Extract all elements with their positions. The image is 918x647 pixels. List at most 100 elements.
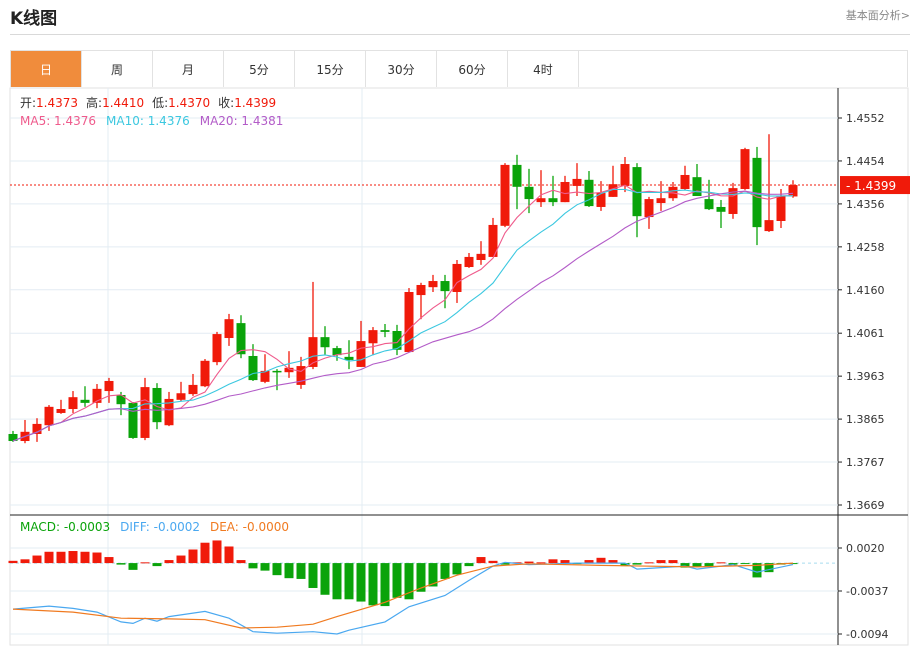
tab-15min[interactable]: 15分 xyxy=(295,51,366,87)
candle xyxy=(572,163,582,197)
candle xyxy=(224,313,234,346)
macd-bar xyxy=(200,542,210,564)
candle-body xyxy=(728,188,738,214)
candle-body xyxy=(428,281,438,288)
candle xyxy=(248,344,258,381)
candle xyxy=(212,331,222,366)
candle xyxy=(488,217,498,257)
high-label: 高: xyxy=(86,95,102,110)
macd-bar xyxy=(176,555,186,564)
candle xyxy=(80,386,90,407)
macd-value: MACD: -0.0003 xyxy=(20,520,110,534)
candle xyxy=(608,165,618,197)
macd-bar xyxy=(716,562,726,564)
candle xyxy=(752,146,762,246)
candle xyxy=(656,181,666,211)
candle xyxy=(344,340,354,370)
chart-frame xyxy=(9,87,909,646)
macd-bar xyxy=(116,563,126,565)
candle-body xyxy=(200,360,210,387)
candle-body xyxy=(764,220,774,232)
tab-60min[interactable]: 60分 xyxy=(437,51,508,87)
candle xyxy=(272,369,282,391)
candle-body xyxy=(464,256,474,268)
candle xyxy=(584,171,594,207)
candle-body xyxy=(212,334,222,363)
candle xyxy=(116,391,126,416)
candle xyxy=(644,196,654,229)
candle-body xyxy=(560,181,570,203)
last-price-label: - 1.4399 xyxy=(846,179,896,193)
dea-line xyxy=(12,562,794,629)
candle-body xyxy=(632,167,642,217)
diff-value: DIFF: -0.0002 xyxy=(120,520,200,534)
tab-week[interactable]: 周 xyxy=(82,51,153,87)
candle-body xyxy=(188,384,198,395)
candle xyxy=(548,175,558,207)
tab-5min[interactable]: 5分 xyxy=(224,51,295,87)
candle xyxy=(788,180,798,198)
macd-bar xyxy=(356,563,366,602)
candle-body xyxy=(32,423,42,434)
candle xyxy=(200,359,210,388)
macd-bar xyxy=(140,562,150,564)
tab-30min[interactable]: 30分 xyxy=(366,51,437,87)
candle xyxy=(512,154,522,210)
tab-month[interactable]: 月 xyxy=(153,51,224,87)
macd-tick-label: -0.0037 xyxy=(846,585,888,598)
candle-body xyxy=(740,149,750,190)
macd-bar xyxy=(752,563,762,578)
candle xyxy=(464,252,474,268)
macd-bar xyxy=(452,563,462,575)
candle-body xyxy=(440,281,450,292)
fundamental-analysis-link[interactable]: 基本面分析> xyxy=(845,9,910,22)
macd-bar xyxy=(596,557,606,564)
tab-day[interactable]: 日 xyxy=(11,51,82,87)
y-tick-label: 1.3963 xyxy=(846,370,885,383)
macd-bar xyxy=(392,563,402,598)
macd-bar xyxy=(20,559,30,564)
macd-bar xyxy=(668,560,678,564)
candle xyxy=(20,419,30,444)
candle xyxy=(560,175,570,203)
candle-body xyxy=(680,174,690,190)
macd-bar xyxy=(644,562,654,564)
candle-body xyxy=(164,398,174,426)
candle-body xyxy=(404,291,414,353)
candle xyxy=(104,377,114,403)
candle xyxy=(308,281,318,370)
tab-4h[interactable]: 4时 xyxy=(508,51,579,87)
candle xyxy=(596,181,606,211)
macd-bar xyxy=(272,563,282,576)
candle-body xyxy=(380,330,390,332)
candle xyxy=(776,189,786,229)
candle-body xyxy=(392,331,402,350)
diff-line xyxy=(12,561,794,635)
macd-bar xyxy=(476,557,486,564)
ma10-line xyxy=(12,188,794,442)
candle-body xyxy=(80,399,90,403)
macd-tick-label: 0.0020 xyxy=(846,542,885,555)
macd-bar xyxy=(488,560,498,564)
last-price-badge xyxy=(840,176,910,195)
low-value: 1.4370 xyxy=(168,96,210,110)
candle-body xyxy=(68,397,78,410)
macd-bar xyxy=(320,563,330,595)
candle-body xyxy=(416,284,426,296)
ma10-value: MA10: 1.4376 xyxy=(106,114,190,128)
macd-bar xyxy=(164,560,174,564)
candle xyxy=(728,182,738,219)
macd-bar xyxy=(224,546,234,564)
candle xyxy=(740,147,750,190)
macd-bar xyxy=(44,551,54,564)
candle-body xyxy=(452,263,462,292)
candle-body xyxy=(788,185,798,197)
ma20-value: MA20: 1.4381 xyxy=(200,114,284,128)
candle xyxy=(536,170,546,207)
candle-body xyxy=(56,409,66,413)
close-value: 1.4399 xyxy=(234,96,276,110)
